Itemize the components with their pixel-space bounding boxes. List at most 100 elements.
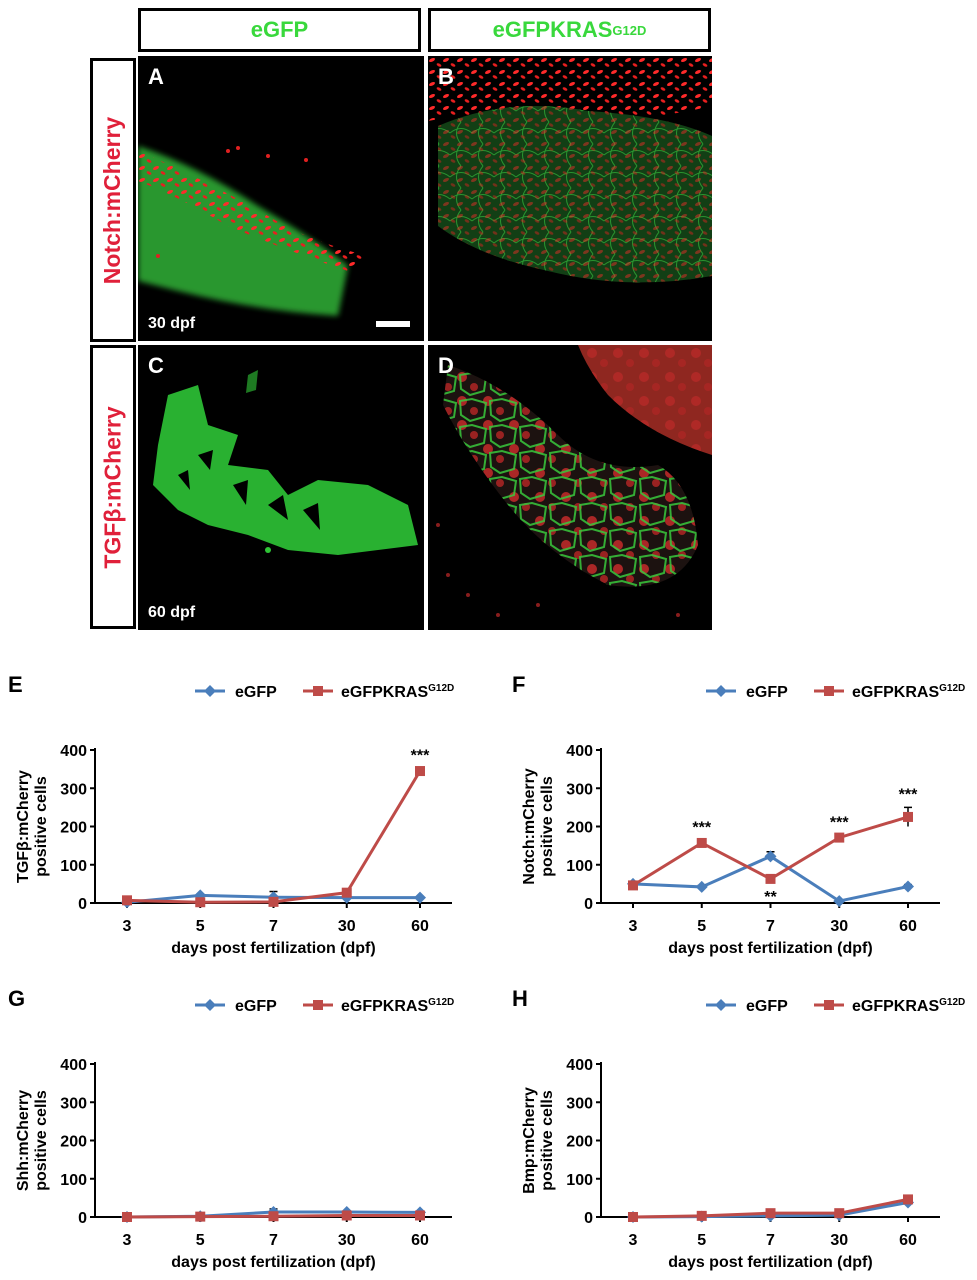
legend-label-sup: G12D	[939, 997, 965, 1008]
legend-label-egfp: eGFP	[746, 684, 788, 701]
y-tick-label: 0	[584, 1210, 593, 1227]
y-tick-label: 200	[60, 1134, 87, 1151]
legend-label-kras: eGFPKRASG12D	[341, 997, 454, 1015]
x-tick-label: 5	[196, 1232, 205, 1249]
data-point-kras	[195, 1211, 206, 1222]
data-point-egfp	[902, 880, 914, 893]
legend-marker-kras	[313, 1000, 323, 1010]
y-axis-label-2: positive cells	[33, 776, 50, 877]
legend-label-kras: eGFPKRASG12D	[852, 683, 965, 701]
y-axis-label-1: Bmp:mCherry	[521, 1087, 538, 1194]
y-tick-label: 300	[60, 1095, 87, 1112]
data-point-kras	[341, 887, 352, 898]
series-line-kras	[126, 770, 422, 904]
row-label-tgfb-text: TGFβ:mCherry	[99, 405, 126, 569]
data-point-kras	[765, 1208, 776, 1219]
y-tick-label: 300	[566, 781, 593, 798]
micrograph-b: B	[428, 56, 712, 341]
x-tick-label: 30	[338, 918, 356, 935]
micrograph-b-image	[428, 56, 712, 283]
significance-annotation: **	[764, 889, 777, 906]
x-tick-label: 5	[697, 918, 706, 935]
data-point-kras	[696, 1210, 707, 1221]
panel-letter-g: G	[8, 986, 26, 1011]
significance-annotation: ***	[899, 786, 918, 803]
data-point-kras	[122, 1212, 132, 1222]
data-point-kras	[628, 1212, 638, 1222]
chart-bmp: eGFP eGFPKRASG12D 0 100 200 300 400 3 5 7 30 60 days…	[521, 997, 965, 1271]
x-tick-label: 5	[697, 1232, 706, 1249]
y-axis-label-2: positive cells	[539, 1090, 556, 1191]
row-label-notch-text: Notch:mCherry	[99, 116, 126, 284]
legend-label-sup: G12D	[939, 683, 965, 694]
x-tick-label: 3	[629, 918, 638, 935]
row-label-tgfb: TGFβ:mCherry	[90, 345, 136, 629]
x-tick-label: 3	[123, 1232, 132, 1249]
y-axis-label-1: TGFβ:mCherry	[15, 770, 32, 883]
scale-bar	[376, 321, 410, 327]
column-header-kras: eGFPKRAS G12D	[428, 8, 711, 52]
panel-letter-b: B	[438, 64, 454, 89]
header-kras-sup: G12D	[612, 22, 647, 38]
column-header-egfp: eGFP	[138, 8, 421, 52]
x-axis-label: days post fertilization (dpf)	[668, 940, 872, 957]
x-tick-label: 3	[629, 1232, 638, 1249]
panel-letter-d: D	[438, 353, 454, 378]
legend-label-sup: G12D	[428, 683, 454, 694]
x-tick-label: 30	[830, 918, 848, 935]
x-tick-label: 60	[411, 918, 429, 935]
dpf-label-60: 60 dpf	[148, 604, 196, 621]
y-tick-label: 100	[60, 1172, 87, 1189]
micrograph-d: D	[428, 345, 712, 630]
y-axis-label-1: Shh:mCherry	[15, 1090, 32, 1191]
x-axis-label: days post fertilization (dpf)	[668, 1254, 872, 1271]
row-label-notch: Notch:mCherry	[90, 58, 136, 342]
significance-annotation: ***	[692, 820, 711, 837]
micrograph-c-image	[153, 370, 418, 555]
panel-letter-e: E	[8, 672, 23, 697]
data-point-kras	[834, 832, 845, 843]
dpf-label-30: 30 dpf	[148, 315, 196, 332]
x-tick-label: 7	[766, 918, 775, 935]
data-point-kras	[765, 873, 776, 884]
x-axis-label: days post fertilization (dpf)	[171, 940, 375, 957]
x-tick-label: 60	[899, 1232, 917, 1249]
chart-tgfb: eGFP eGFPKRASG12D 0 100 200 300 400 3 5 7 30 60 days…	[15, 683, 454, 957]
data-point-kras	[415, 1210, 425, 1221]
x-tick-label: 5	[196, 918, 205, 935]
legend-marker-egfp	[204, 999, 216, 1011]
data-point-kras	[834, 1208, 845, 1219]
legend-marker-egfp	[204, 685, 216, 697]
data-point-kras	[195, 897, 206, 908]
data-point-kras	[628, 880, 638, 891]
legend-marker-kras	[824, 686, 834, 696]
data-point-egfp	[764, 850, 777, 863]
data-point-kras	[415, 766, 425, 777]
legend-label-egfp: eGFP	[746, 998, 788, 1015]
x-axis-label: days post fertilization (dpf)	[171, 1254, 375, 1271]
legend-marker-kras	[824, 1000, 834, 1010]
data-point-kras	[268, 896, 279, 907]
y-axis-label-1: Notch:mCherry	[521, 768, 538, 885]
y-tick-label: 100	[566, 1172, 593, 1189]
y-tick-label: 300	[60, 781, 87, 798]
data-point-kras	[341, 1210, 352, 1221]
x-tick-label: 7	[269, 1232, 278, 1249]
panel-letter-a: A	[148, 64, 164, 89]
y-tick-label: 200	[566, 1134, 593, 1151]
legend-label-sup: G12D	[428, 997, 454, 1008]
legend-label-kras: eGFPKRASG12D	[852, 997, 965, 1015]
x-tick-label: 60	[411, 1232, 429, 1249]
panel-letter-h: H	[512, 986, 528, 1011]
chart-shh: eGFP eGFPKRASG12D 0 100 200 300 400 3 5 7 30 60 days…	[15, 997, 454, 1271]
x-tick-label: 30	[338, 1232, 356, 1249]
y-tick-label: 100	[60, 858, 87, 875]
data-point-egfp	[414, 891, 426, 904]
chart-notch: eGFP eGFPKRASG12D 0 100 200 300 400 3 5 7 30 60 days…	[521, 683, 965, 957]
x-tick-label: 7	[766, 1232, 775, 1249]
micrograph-a-image	[138, 146, 368, 316]
y-tick-label: 400	[566, 743, 593, 760]
y-tick-label: 200	[566, 820, 593, 837]
legend-label-egfp: eGFP	[235, 998, 277, 1015]
data-point-kras	[903, 1194, 913, 1205]
